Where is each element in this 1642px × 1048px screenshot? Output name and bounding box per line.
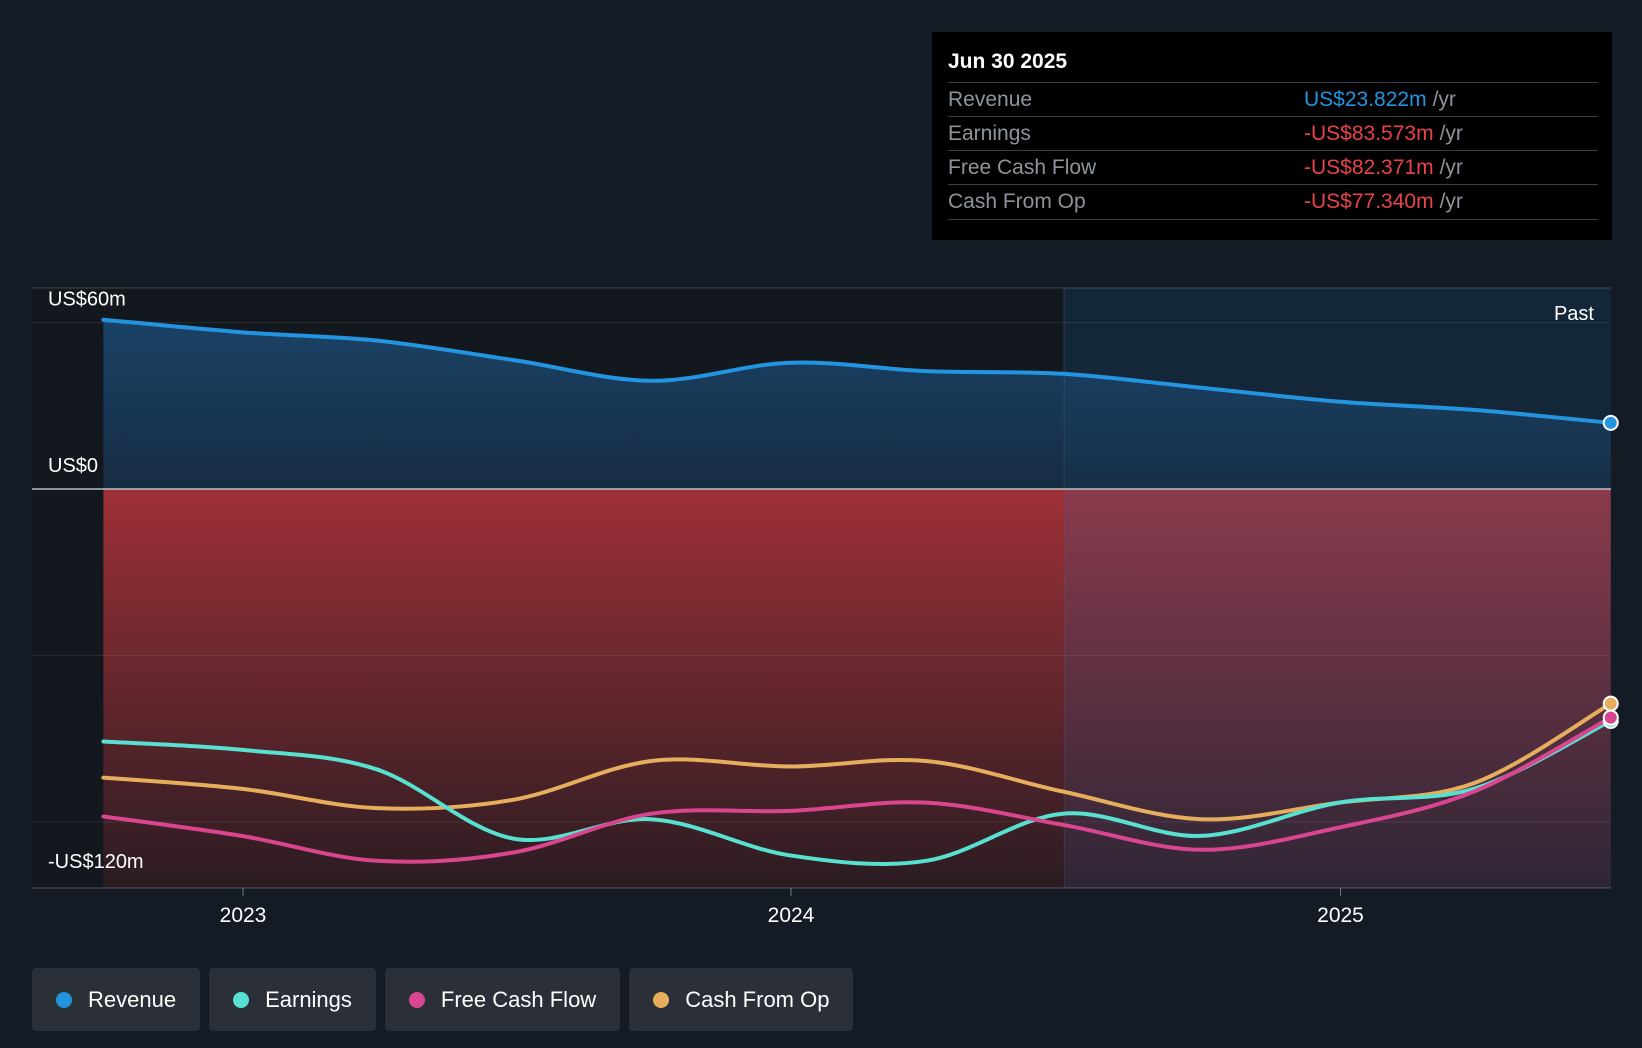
tooltip-row-revenue: Revenue US$23.822m/yr xyxy=(948,82,1598,117)
legend-item-free-cash-flow[interactable]: Free Cash Flow xyxy=(384,968,621,1031)
revenue-line xyxy=(101,317,1613,425)
legend-label: Earnings xyxy=(265,986,352,1012)
cash-from-op-end-marker xyxy=(1602,695,1619,712)
tooltip-value: US$23.822m/yr xyxy=(1304,88,1456,111)
tooltip-value: -US$82.371m/yr xyxy=(1304,156,1463,179)
legend-label: Cash From Op xyxy=(685,986,830,1012)
legend-item-earnings[interactable]: Earnings xyxy=(209,968,376,1031)
legend-dot-icon xyxy=(56,991,72,1008)
y-axis-label: -US$120m xyxy=(48,851,144,873)
revenue-area xyxy=(103,319,1611,489)
tooltip-row-free-cash-flow: Free Cash Flow -US$82.371m/yr xyxy=(948,150,1598,185)
past-label: Past xyxy=(1554,303,1594,325)
loss-area-history xyxy=(103,489,1065,888)
legend-dot-icon xyxy=(653,991,670,1008)
tooltip-panel: Jun 30 2025 Revenue US$23.822m/yr Earnin… xyxy=(932,32,1612,240)
tooltip-row-earnings: Earnings -US$83.573m/yr xyxy=(948,116,1598,151)
tooltip-label: Earnings xyxy=(948,122,1031,145)
x-tick-label: 2023 xyxy=(220,904,267,927)
tooltip-value: -US$83.573m/yr xyxy=(1304,122,1463,145)
legend-dot-icon xyxy=(408,991,425,1008)
free-cash-flow-end-marker xyxy=(1602,709,1619,726)
legend: Revenue Earnings Free Cash Flow Cash Fro… xyxy=(32,968,854,1031)
y-axis-label: US$0 xyxy=(48,455,98,477)
tooltip-label: Cash From Op xyxy=(948,190,1086,213)
tooltip-label: Free Cash Flow xyxy=(948,156,1097,179)
revenue-end-marker xyxy=(1602,414,1619,431)
x-tick-label: 2024 xyxy=(768,904,815,927)
tooltip-label: Revenue xyxy=(948,88,1033,111)
tooltip-row-cash-from-op: Cash From Op -US$77.340m/yr xyxy=(948,184,1598,220)
x-tick-label: 2025 xyxy=(1317,904,1364,927)
y-axis-label: US$60m xyxy=(48,289,126,311)
legend-item-cash-from-op[interactable]: Cash From Op xyxy=(629,968,854,1031)
tooltip-value: -US$77.340m/yr xyxy=(1304,190,1463,213)
tooltip-date: Jun 30 2025 xyxy=(948,50,1068,73)
earnings-line xyxy=(101,719,1610,867)
legend-item-revenue[interactable]: Revenue xyxy=(32,968,201,1031)
legend-label: Free Cash Flow xyxy=(440,986,597,1012)
free-cash-flow-line xyxy=(101,715,1610,864)
legend-dot-icon xyxy=(233,991,250,1008)
loss-area-past xyxy=(1064,489,1611,888)
legend-label: Revenue xyxy=(88,986,177,1012)
